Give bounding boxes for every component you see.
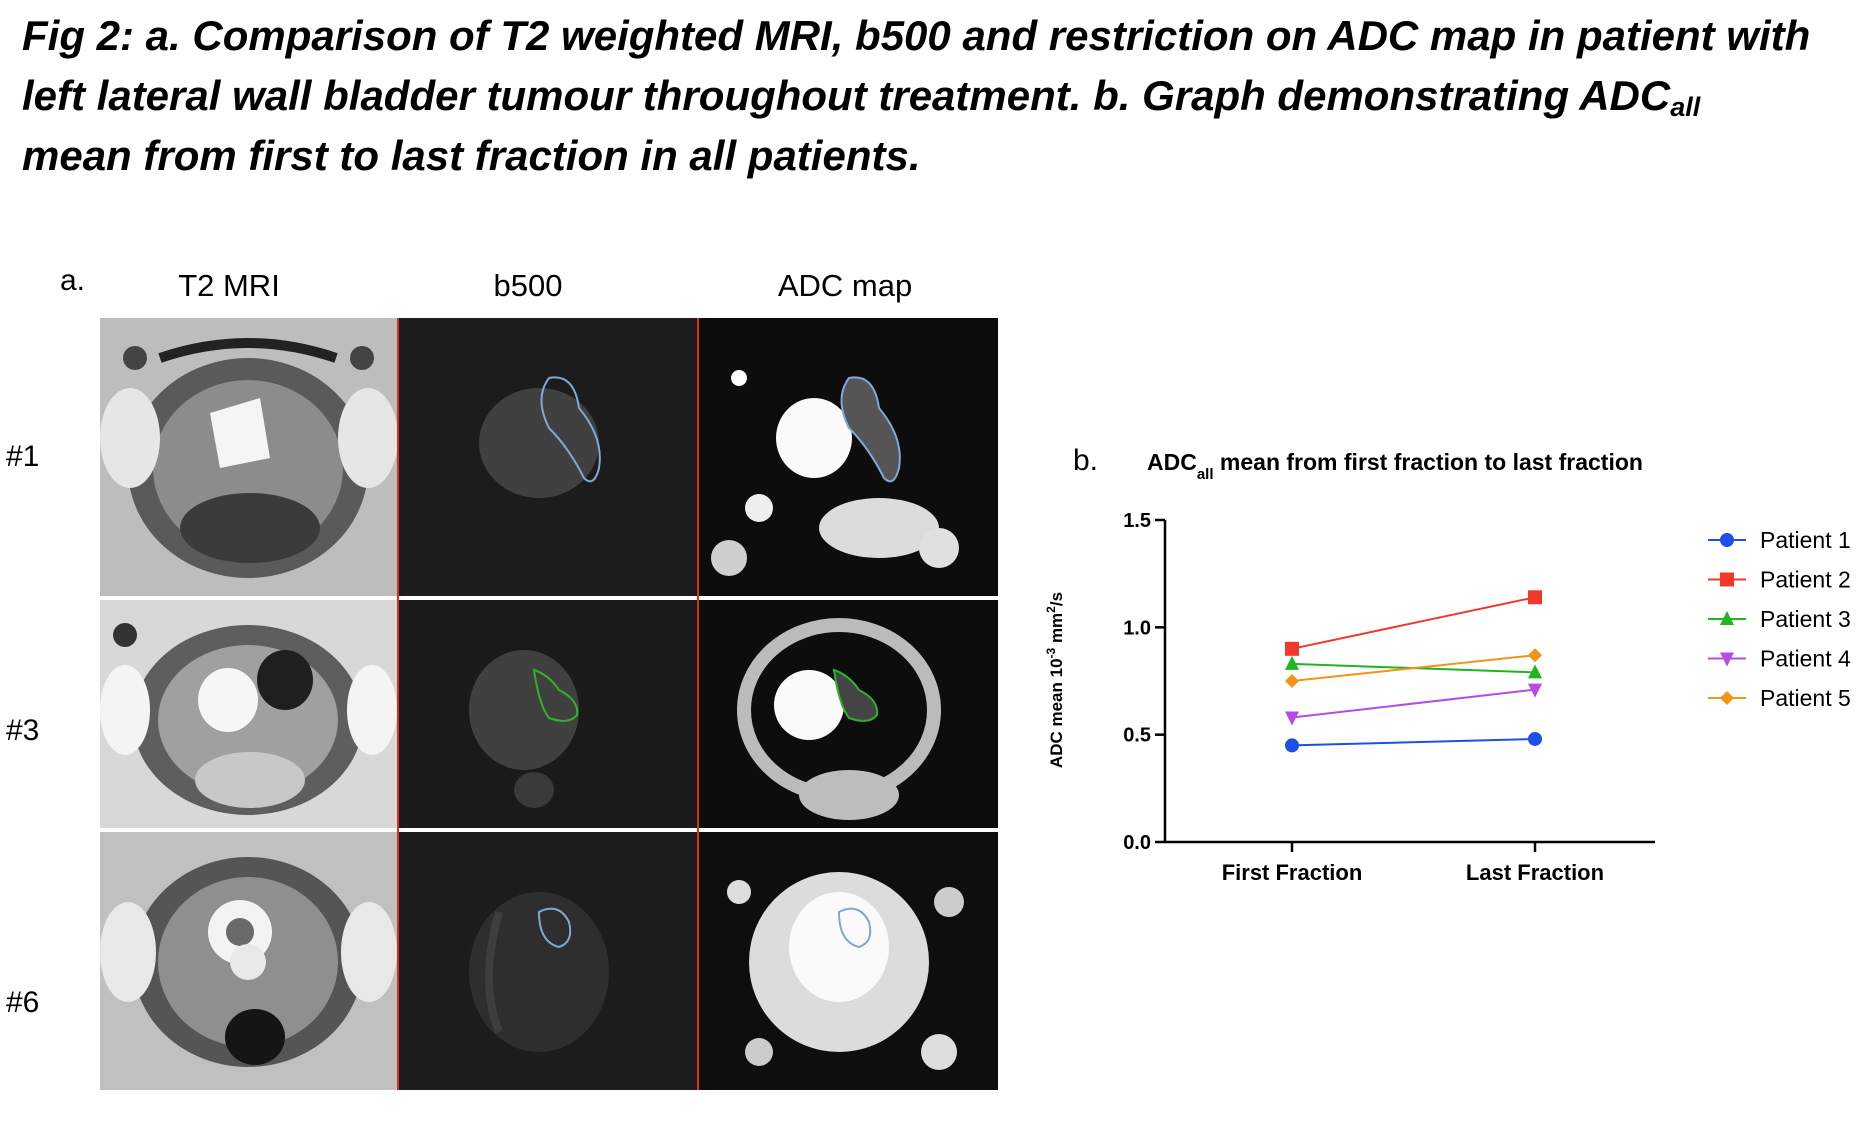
data-point-patient-1: [1285, 738, 1299, 753]
caption-line-2: left lateral wall bladder tumour through…: [22, 66, 1862, 126]
tumour-contour: [532, 668, 579, 722]
caption-line-2-text: left lateral wall bladder tumour through…: [22, 72, 1671, 119]
data-point-patient-3: [1528, 664, 1542, 679]
caption-line-1: Fig 2: a. Comparison of T2 weighted MRI,…: [22, 12, 1811, 59]
b500-image-row-3: [399, 600, 697, 828]
tumour-contour: [840, 376, 901, 483]
b500-image-row-1: [399, 318, 697, 596]
image-divider: [397, 318, 399, 1090]
legend-marker: [1720, 611, 1734, 625]
chart-title: ADCall mean from first fraction to last …: [1147, 449, 1643, 483]
data-point-patient-1: [1528, 731, 1542, 746]
row-label-6: #6: [6, 986, 40, 1019]
y-tick-label: 1.5: [1123, 510, 1151, 532]
adc-map-image-row-3: [699, 600, 998, 828]
x-tick-label: Last Fraction: [1466, 860, 1604, 885]
y-tick-label: 0.5: [1123, 725, 1151, 747]
tumour-contour: [837, 907, 872, 949]
series-line-patient-4: [1291, 688, 1536, 719]
x-tick-label: First Fraction: [1222, 860, 1363, 885]
tumour-contour: [537, 907, 572, 949]
data-point-patient-4: [1528, 683, 1542, 698]
y-tick-label: 1.0: [1123, 617, 1151, 639]
column-header-adc-map: ADC map: [777, 268, 913, 303]
figure-caption: Fig 2: a. Comparison of T2 weighted MRI,…: [22, 6, 1862, 186]
tumour-contour: [540, 376, 601, 483]
caption-line-3: mean from first to last fraction in all …: [22, 132, 921, 179]
legend-marker: [1720, 572, 1734, 587]
data-point-patient-4: [1285, 711, 1299, 726]
legend-marker: [1720, 652, 1734, 667]
y-tick-label: 0.0: [1123, 832, 1151, 854]
data-point-patient-5: [1285, 674, 1299, 688]
adc-map-image-row-6: [699, 832, 998, 1090]
column-header-t2-mri: T2 MRI: [178, 268, 280, 303]
legend-label: Patient 2: [1760, 567, 1851, 593]
t2-mri-image-row-1: [100, 318, 397, 596]
series-line-patient-2: [1291, 596, 1536, 650]
image-divider: [697, 318, 699, 1090]
legend-label: Patient 3: [1760, 606, 1851, 632]
t2-mri-image-row-6: [100, 832, 397, 1090]
legend-label: Patient 1: [1760, 527, 1851, 553]
series-line-patient-1: [1291, 737, 1536, 747]
adc-map-image-row-1: [699, 318, 998, 596]
legend-marker: [1720, 691, 1734, 705]
panel-a-label: a.: [60, 264, 86, 297]
row-label-3: #3: [6, 714, 40, 747]
legend-marker: [1720, 533, 1734, 547]
legend-label: Patient 5: [1760, 685, 1851, 711]
series-line-patient-5: [1291, 654, 1536, 682]
column-header-b500: b500: [493, 268, 563, 303]
data-point-patient-2: [1285, 641, 1299, 656]
caption-subscript: all: [1670, 92, 1701, 122]
t2-mri-image-row-3: [100, 600, 397, 828]
data-point-patient-3: [1285, 655, 1299, 670]
row-label-1: #1: [6, 440, 40, 473]
data-point-patient-2: [1528, 590, 1542, 605]
data-point-patient-5: [1528, 648, 1542, 663]
tumour-contour: [832, 668, 879, 722]
legend-label: Patient 4: [1760, 646, 1851, 672]
y-axis-label: ADC mean 10-3 mm2/s: [1044, 592, 1066, 768]
panel-b-label: b.: [1073, 444, 1099, 477]
b500-image-row-6: [399, 832, 697, 1090]
